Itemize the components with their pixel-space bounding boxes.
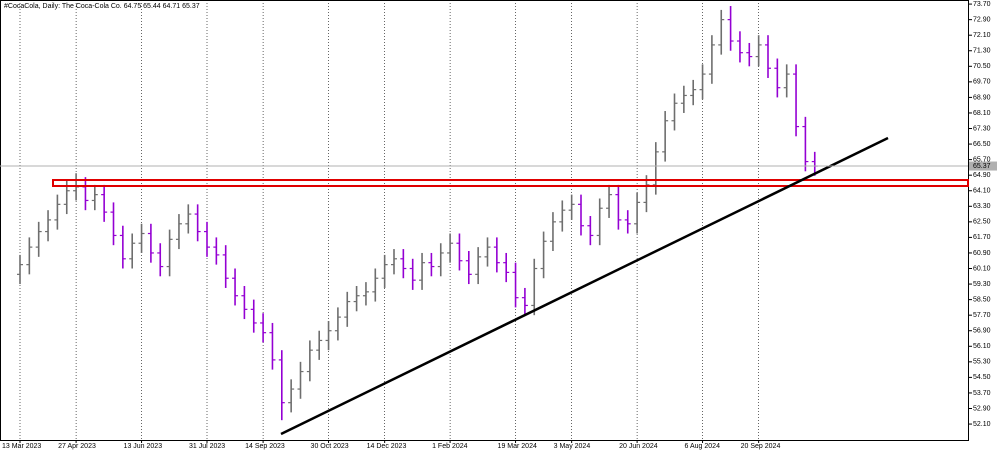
y-tick-label: 63.30 bbox=[973, 203, 991, 210]
x-tick-label: 13 Jun 2023 bbox=[124, 443, 163, 450]
x-tick-label: 31 Jul 2023 bbox=[189, 443, 225, 450]
y-tick-label: 72.90 bbox=[973, 16, 991, 23]
y-tick-label: 54.50 bbox=[973, 374, 991, 381]
y-tick-label: 69.70 bbox=[973, 79, 991, 86]
y-tick-label: 64.10 bbox=[973, 188, 991, 195]
grid bbox=[19, 0, 759, 440]
y-tick-label: 73.70 bbox=[973, 1, 991, 8]
y-tick-label: 62.50 bbox=[973, 219, 991, 226]
y-tick-label: 59.30 bbox=[973, 281, 991, 288]
y-tick-label: 61.70 bbox=[973, 234, 991, 241]
x-tick-label: 6 Aug 2024 bbox=[685, 443, 721, 450]
y-tick-label: 71.30 bbox=[973, 48, 991, 55]
y-tick-label: 52.90 bbox=[973, 405, 991, 412]
y-tick-label: 68.90 bbox=[973, 94, 991, 101]
y-tick-label: 66.50 bbox=[973, 141, 991, 148]
x-tick-label: 14 Dec 2023 bbox=[367, 443, 407, 450]
y-tick-label: 56.10 bbox=[973, 343, 991, 350]
y-tick-label: 58.50 bbox=[973, 296, 991, 303]
y-tick-label: 65.70 bbox=[973, 156, 991, 163]
x-tick-label: 30 Oct 2023 bbox=[311, 443, 349, 450]
x-tick-label: 20 Jun 2024 bbox=[619, 443, 658, 450]
plot-frame bbox=[0, 0, 969, 441]
y-tick-label: 64.90 bbox=[973, 172, 991, 179]
y-tick-label: 60.10 bbox=[973, 265, 991, 272]
last-price-box bbox=[969, 161, 997, 171]
trend-line bbox=[280, 136, 889, 436]
x-tick-label: 3 May 2024 bbox=[554, 443, 591, 450]
x-tick-label: 20 Sep 2024 bbox=[741, 443, 781, 450]
y-tick-label: 52.10 bbox=[973, 421, 991, 428]
y-tick-label: 56.90 bbox=[973, 328, 991, 335]
y-tick-label: 53.70 bbox=[973, 390, 991, 397]
y-tick-label: 67.30 bbox=[973, 125, 991, 132]
last-price-label: 65.37 bbox=[973, 163, 991, 170]
support-zone bbox=[52, 179, 969, 187]
x-tick-label: 19 Mar 2024 bbox=[498, 443, 537, 450]
x-tick-label: 14 Sep 2023 bbox=[245, 443, 285, 450]
y-tick-label: 72.10 bbox=[973, 32, 991, 39]
x-tick-label: 13 Mar 2023 bbox=[2, 443, 41, 450]
y-tick-label: 70.50 bbox=[973, 63, 991, 70]
y-tick-label: 55.30 bbox=[973, 359, 991, 366]
x-tick-label: 1 Feb 2024 bbox=[432, 443, 468, 450]
y-tick-label: 57.70 bbox=[973, 312, 991, 319]
chart-title: #CocaCola, Daily: The Coca-Cola Co. 64.7… bbox=[4, 3, 200, 10]
x-tick-label: 27 Apr 2023 bbox=[58, 443, 96, 450]
y-tick-label: 68.10 bbox=[973, 110, 991, 117]
y-tick-label: 60.90 bbox=[973, 250, 991, 257]
